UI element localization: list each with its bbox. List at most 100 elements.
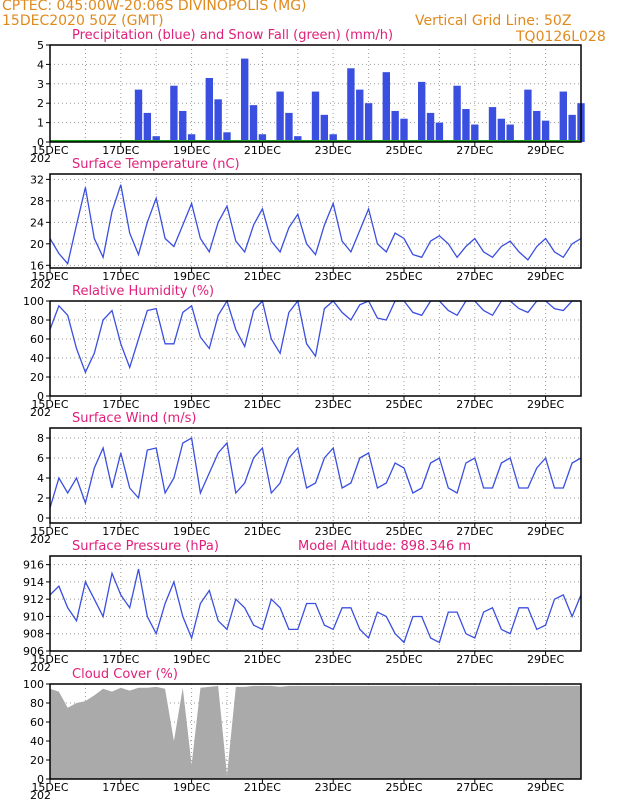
precip-bar xyxy=(170,85,178,142)
cloud-xtick-label: 23DEC xyxy=(315,781,352,794)
rh-ytick-label: 100 xyxy=(23,295,44,308)
pres-xtick-label: 23DEC xyxy=(315,653,352,666)
pres-xtick-label: 29DEC xyxy=(527,653,564,666)
rh-xtick-label: 17DEC xyxy=(102,398,139,411)
precip-bar xyxy=(471,124,479,142)
precip-bar xyxy=(488,107,497,142)
wind-xtick-label: 21DEC xyxy=(244,525,281,538)
rh-ytick-label: 80 xyxy=(30,314,44,327)
rh-ytick-label: 0 xyxy=(37,390,44,403)
precip-bar xyxy=(285,112,293,142)
rh-line xyxy=(49,299,581,374)
pres-xtick-label: 19DEC xyxy=(173,653,210,666)
precip-bar xyxy=(506,124,514,142)
precip-bar xyxy=(356,89,364,142)
pres-xtick-label: 17DEC xyxy=(102,653,139,666)
precip-bar xyxy=(568,114,576,142)
pres-xtick-label: 15DEC xyxy=(31,653,68,666)
wind-xtick-label: 27DEC xyxy=(456,525,493,538)
precip-bar xyxy=(329,134,337,142)
precip-bar xyxy=(152,136,160,142)
precip-ytick-label: 2 xyxy=(37,97,44,110)
temp-xtick-label: 15DEC xyxy=(31,270,68,283)
precip-bar xyxy=(418,81,426,142)
precip-bar xyxy=(134,89,143,142)
temp-line xyxy=(49,184,582,266)
precip-bar xyxy=(462,109,470,142)
cloud-frame xyxy=(49,683,582,780)
pres-panel xyxy=(46,555,582,655)
rh-xtick-label: 21DEC xyxy=(244,398,281,411)
precip-panel xyxy=(46,44,585,146)
cloud-area xyxy=(50,685,581,779)
precip-bar xyxy=(276,91,284,142)
precip-bar xyxy=(205,77,213,142)
temp-ytick-label: 28 xyxy=(30,195,44,208)
precip-bar xyxy=(391,110,399,142)
rh-xtick-label: 23DEC xyxy=(315,398,352,411)
precip-ytick-label: 5 xyxy=(37,39,44,52)
temp-ytick-label: 32 xyxy=(30,173,44,186)
precip-ytick-label: 4 xyxy=(37,58,44,71)
rh-panel xyxy=(46,299,582,400)
temp-xtick-label: 29DEC xyxy=(527,270,564,283)
precip-ytick-label: 1 xyxy=(37,117,44,130)
wind-xtick-label: 25DEC xyxy=(385,525,422,538)
wind-ytick-label: 2 xyxy=(37,492,44,505)
pres-subtitle: Model Altitude: 898.346 m xyxy=(298,539,471,554)
cloud-ytick-label: 0 xyxy=(37,773,44,786)
precip-xtick-label: 17DEC xyxy=(102,144,139,157)
precip-bar xyxy=(426,112,435,142)
precip-bar xyxy=(214,99,222,142)
precip-bar xyxy=(533,110,541,142)
cloud-year-fragment: 202 xyxy=(30,789,51,800)
precip-bar xyxy=(143,112,152,142)
precip-bar xyxy=(435,122,444,142)
temp-year-fragment: 202 xyxy=(30,278,51,291)
wind-line xyxy=(49,436,582,509)
precip-frame xyxy=(49,44,582,143)
rh-xtick-label: 15DEC xyxy=(31,398,68,411)
temp-xtick-label: 21DEC xyxy=(244,270,281,283)
temp-title: Surface Temperature (nC) xyxy=(72,157,240,172)
precip-bar xyxy=(453,85,461,142)
wind-ytick-label: 0 xyxy=(37,512,44,525)
precip-bar xyxy=(294,136,302,142)
temp-xtick-label: 17DEC xyxy=(102,270,139,283)
temp-frame xyxy=(49,173,582,269)
pres-ytick-label: 906 xyxy=(23,645,44,658)
pres-ytick-label: 910 xyxy=(23,610,44,623)
wind-panel xyxy=(46,427,582,527)
precip-xtick-label: 29DEC xyxy=(527,144,564,157)
temp-ytick-label: 24 xyxy=(30,216,44,229)
precip-xtick-label: 21DEC xyxy=(244,144,281,157)
cloud-xtick-label: 25DEC xyxy=(385,781,422,794)
precip-bar xyxy=(258,134,267,142)
precip-bar xyxy=(320,114,329,142)
pres-line xyxy=(49,568,582,644)
model-code: TQ0126L028 xyxy=(516,29,606,45)
precip-bar xyxy=(179,110,187,142)
wind-xtick-label: 29DEC xyxy=(527,525,564,538)
grid-note: Vertical Grid Line: 50Z xyxy=(415,13,572,29)
cloud-xtick-label: 29DEC xyxy=(527,781,564,794)
station-header: CPTEC: 045:00W-20:06S DIVINOPOLIS (MG) xyxy=(2,0,307,14)
precip-xtick-label: 27DEC xyxy=(456,144,493,157)
precip-bar xyxy=(559,91,567,142)
cloud-xtick-label: 15DEC xyxy=(31,781,68,794)
temp-xtick-label: 27DEC xyxy=(456,270,493,283)
precip-ytick-label: 0 xyxy=(37,136,44,149)
precip-bar xyxy=(364,103,373,142)
precip-bar xyxy=(382,72,390,142)
pres-xtick-label: 25DEC xyxy=(385,653,422,666)
pres-xtick-label: 21DEC xyxy=(244,653,281,666)
cloud-ytick-label: 60 xyxy=(30,716,44,729)
temp-ytick-label: 20 xyxy=(30,238,44,251)
rh-ytick-label: 40 xyxy=(30,352,44,365)
rh-ytick-label: 20 xyxy=(30,371,44,384)
pres-xtick-label: 27DEC xyxy=(456,653,493,666)
rh-xtick-label: 25DEC xyxy=(385,398,422,411)
rh-xtick-label: 27DEC xyxy=(456,398,493,411)
temp-xtick-label: 25DEC xyxy=(385,270,422,283)
